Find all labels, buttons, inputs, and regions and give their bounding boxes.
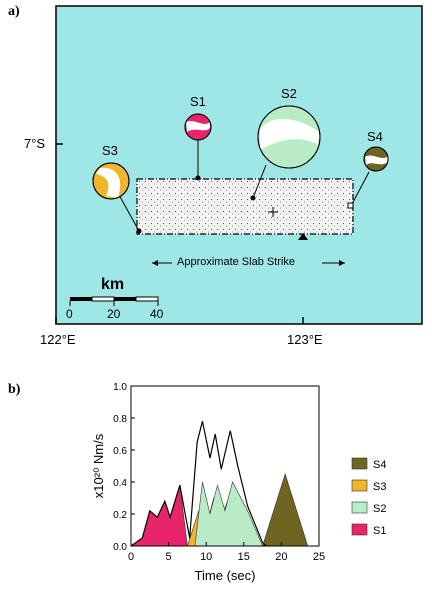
lon-label-123: 123°E (287, 332, 323, 347)
legend-swatch-s4 (351, 457, 368, 470)
x-tick-label: 5 (166, 551, 172, 563)
x-tick-label: 10 (200, 551, 212, 563)
x-axis-label: Time (sec) (195, 568, 256, 583)
scale-seg-4 (135, 296, 159, 302)
s1-label: S1 (190, 94, 206, 109)
s4-label: S4 (367, 129, 383, 144)
moment-rate-chart: 0 5 10 15 20 25 0.0 0.2 0.4 0.6 0.8 1.0 Time (sec)… (91, 382, 386, 583)
legend-label-s3: S3 (373, 481, 386, 493)
plot-frame (130, 385, 320, 547)
legend-swatch-s1 (351, 523, 368, 536)
s3-connector (117, 192, 140, 232)
chart-legend: S4 S3 S2 S1 (351, 457, 386, 537)
x-tick-label: 20 (275, 551, 287, 563)
legend-swatch-s2 (351, 501, 368, 514)
s2-point (250, 195, 256, 201)
s4-connector (350, 171, 370, 207)
s1-point (195, 175, 201, 181)
scale-label-0: 0 (66, 307, 73, 321)
scale-seg-2 (91, 296, 115, 302)
s2-beachball (257, 105, 321, 169)
s2-label: S2 (281, 86, 297, 101)
x-tick-label: 25 (313, 551, 325, 563)
scale-label-40: 40 (150, 307, 164, 321)
scale-label-20: 20 (107, 307, 121, 321)
x-tick-label: 0 (128, 551, 134, 563)
y-ticks: 0.0 0.2 0.4 0.6 0.8 1.0 (113, 382, 135, 553)
series-area-s1 (130, 485, 188, 547)
legend-label-s4: S4 (373, 459, 386, 471)
legend-label-s2: S2 (373, 503, 386, 515)
legend-label-s1: S1 (373, 525, 386, 537)
slab-arrowhead-right (339, 260, 345, 266)
series-area-s2 (194, 481, 264, 547)
scale-title: km (101, 276, 125, 293)
slab-strike-label: Approximate Slab Strike (177, 256, 295, 268)
scale-seg-1 (70, 297, 92, 301)
y-tick-label: 0.6 (113, 446, 127, 457)
s4-beachball (363, 146, 389, 172)
fault-plane (136, 178, 354, 235)
s1-beachball (184, 113, 212, 141)
series-area-s4 (262, 472, 309, 547)
y-tick-label: 0.8 (113, 414, 127, 425)
s2-connector (252, 164, 267, 199)
panel-a-label: a) (8, 4, 20, 19)
tectonic-map (55, 5, 423, 325)
y-axis-label: x10²⁰ Nm/s (91, 433, 106, 498)
total-moment-line (130, 421, 267, 547)
scale-seg-3 (114, 297, 136, 301)
y-tick-label: 0.0 (113, 542, 127, 553)
epicenter-triangle (298, 233, 308, 240)
chart-areas (130, 421, 309, 547)
slab-arrowhead-left (152, 260, 158, 266)
legend-swatch-s3 (351, 479, 368, 492)
x-ticks: 0 5 10 15 20 25 (128, 542, 325, 563)
lon-label-122: 122°E (40, 332, 76, 347)
y-tick-label: 0.4 (113, 478, 127, 489)
s3-point (136, 228, 142, 234)
s3-label: S3 (102, 143, 118, 158)
x-tick-label: 15 (238, 551, 250, 563)
y-tick-label: 0.2 (113, 510, 127, 521)
s4-point (347, 202, 354, 209)
y-tick-label: 1.0 (113, 382, 127, 393)
panel-b-label: b) (8, 382, 21, 397)
lat-label: 7°S (24, 136, 46, 151)
s3-beachball (92, 162, 130, 200)
